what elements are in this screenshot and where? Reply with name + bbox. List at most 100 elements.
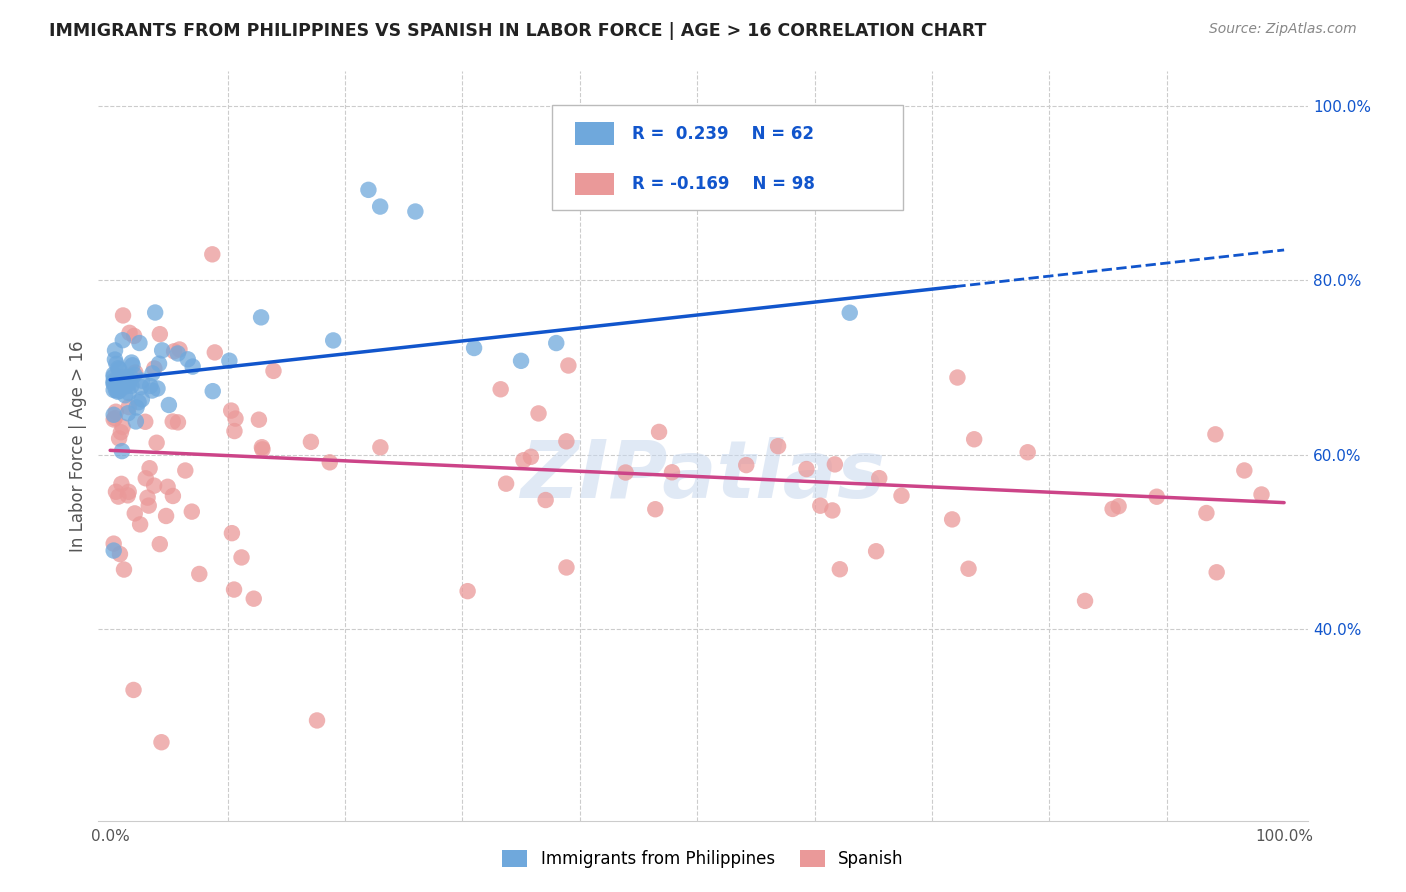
- Point: [299, 434, 322, 449]
- Point: [824, 458, 846, 472]
- Point: [103, 376, 125, 390]
- Point: [796, 462, 818, 476]
- Point: [1233, 463, 1256, 477]
- Point: [221, 526, 243, 541]
- Point: [138, 461, 160, 475]
- Point: [129, 380, 152, 394]
- Point: [188, 566, 211, 581]
- Point: [838, 306, 860, 320]
- Point: [1250, 487, 1272, 501]
- Point: [808, 499, 831, 513]
- Point: [963, 432, 986, 446]
- Point: [107, 384, 129, 399]
- Point: [305, 714, 328, 728]
- Point: [162, 489, 184, 503]
- Point: [108, 380, 131, 394]
- Point: [117, 488, 139, 502]
- Point: [520, 450, 543, 464]
- Point: [148, 357, 170, 371]
- Point: [322, 334, 344, 348]
- Point: [766, 439, 789, 453]
- Point: [828, 562, 851, 576]
- Point: [143, 478, 166, 492]
- Point: [141, 367, 163, 381]
- Point: [181, 359, 204, 374]
- Point: [555, 434, 578, 449]
- Point: [177, 352, 200, 367]
- Point: [661, 465, 683, 479]
- Point: [644, 502, 666, 516]
- Point: [250, 310, 273, 325]
- Point: [155, 508, 177, 523]
- Point: [146, 382, 169, 396]
- FancyBboxPatch shape: [575, 172, 613, 195]
- Point: [167, 416, 190, 430]
- FancyBboxPatch shape: [575, 122, 613, 145]
- Point: [136, 491, 159, 505]
- Point: [107, 361, 129, 376]
- Point: [122, 329, 145, 343]
- Point: [118, 376, 141, 391]
- Point: [114, 369, 136, 384]
- Point: [128, 395, 150, 409]
- Point: [1108, 500, 1130, 514]
- Point: [111, 333, 134, 347]
- Point: [110, 476, 132, 491]
- Point: [534, 493, 557, 508]
- Point: [124, 368, 146, 382]
- Point: [138, 499, 160, 513]
- Y-axis label: In Labor Force | Age > 16: In Labor Force | Age > 16: [69, 340, 87, 552]
- Point: [163, 344, 186, 359]
- Point: [108, 384, 131, 398]
- Point: [1074, 594, 1097, 608]
- Point: [104, 411, 127, 425]
- Point: [357, 183, 380, 197]
- Point: [103, 536, 125, 550]
- Point: [512, 453, 534, 467]
- Point: [117, 406, 139, 420]
- Text: IMMIGRANTS FROM PHILIPPINES VS SPANISH IN LABOR FORCE | AGE > 16 CORRELATION CHA: IMMIGRANTS FROM PHILIPPINES VS SPANISH I…: [49, 22, 987, 40]
- Point: [169, 343, 191, 357]
- Point: [129, 517, 152, 532]
- Point: [252, 442, 274, 457]
- Point: [201, 247, 224, 261]
- Point: [1204, 427, 1226, 442]
- Point: [495, 476, 517, 491]
- Legend: Immigrants from Philippines, Spanish: Immigrants from Philippines, Spanish: [496, 843, 910, 875]
- Point: [103, 369, 125, 384]
- Point: [105, 383, 128, 397]
- Point: [104, 484, 127, 499]
- Point: [103, 383, 125, 397]
- Point: [121, 358, 143, 372]
- Point: [224, 424, 246, 438]
- Point: [139, 379, 162, 393]
- Point: [135, 471, 157, 485]
- Point: [112, 378, 135, 392]
- Point: [115, 371, 138, 385]
- Point: [124, 507, 146, 521]
- Point: [242, 591, 264, 606]
- Text: Source: ZipAtlas.com: Source: ZipAtlas.com: [1209, 22, 1357, 37]
- Point: [118, 400, 141, 414]
- Point: [112, 309, 135, 323]
- Point: [118, 374, 141, 388]
- Point: [150, 735, 173, 749]
- Point: [149, 537, 172, 551]
- Point: [104, 343, 127, 358]
- Point: [463, 341, 485, 355]
- Point: [648, 425, 671, 439]
- Point: [157, 398, 180, 412]
- Point: [122, 682, 145, 697]
- FancyBboxPatch shape: [551, 105, 903, 210]
- Point: [131, 374, 153, 388]
- Point: [112, 563, 135, 577]
- Point: [143, 361, 166, 376]
- Point: [821, 503, 844, 517]
- Point: [941, 512, 963, 526]
- Point: [103, 374, 125, 388]
- Point: [890, 489, 912, 503]
- Point: [201, 384, 224, 399]
- Point: [124, 366, 146, 380]
- Point: [370, 440, 392, 454]
- Point: [125, 414, 148, 428]
